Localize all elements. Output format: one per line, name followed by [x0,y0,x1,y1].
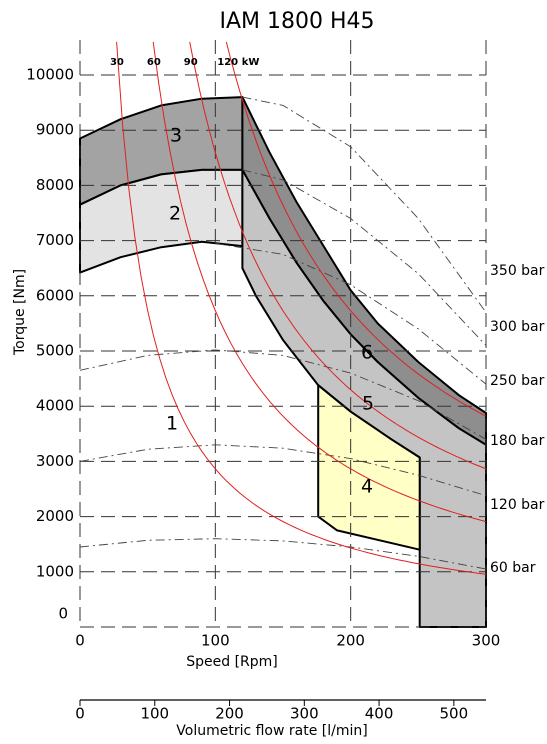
y-tick-label: 6000 [36,286,74,304]
power-label: 90 [184,57,198,68]
x2-tick-label: 200 [215,705,244,723]
x-tick-label: 100 [201,632,230,650]
x2-axis-label: Volumetric flow rate [l/min] [176,723,367,739]
y-tick-label: 7000 [36,231,74,249]
y-tick-label: 1000 [36,562,74,580]
legend-label: 60 bar [490,560,536,576]
x-tick-label: 200 [336,632,365,650]
x-axis-label: Speed [Rpm] [186,654,278,670]
power-curve [225,41,487,417]
power-curve [189,41,487,470]
pressure-curve [242,96,487,313]
legend-label: 350 bar [490,263,545,279]
region-label: 4 [361,476,373,498]
pressure-curve [242,169,487,346]
region-label: 2 [169,203,181,225]
region-label: 6 [361,342,373,364]
power-curve [152,41,487,523]
legend-label: 300 bar [490,319,545,335]
y-axis-label: Torque [Nm] [12,269,28,356]
y-tick-label: 9000 [36,121,74,139]
region-label: 3 [170,125,182,147]
x2-tick-label: 500 [440,705,469,723]
x2-tick-label: 400 [365,705,394,723]
power-label: 120 [217,57,238,68]
pressure-curve [79,349,487,440]
pressure-curve [79,444,487,497]
power-label: 30 [110,57,124,68]
chart-title: IAM 1800 H45 [219,9,374,34]
legend-label: 180 bar [490,433,545,449]
region [317,384,421,551]
x2-tick-label: 300 [290,705,319,723]
x-tick-label: 0 [75,632,85,650]
x2-tick-label: 100 [140,705,169,723]
region-label: 5 [362,393,374,415]
y-tick-label: 5000 [36,342,74,360]
y-tick-label: 10000 [26,66,74,84]
legend-label: 250 bar [490,373,545,389]
y-tick-label: 8000 [36,176,74,194]
y-tick-label: 4000 [36,397,74,415]
power-curve [116,41,487,575]
y-tick-label: 2000 [36,507,74,525]
region-label: 1 [166,413,178,435]
y-tick-label: 3000 [36,452,74,470]
legend-label: 120 bar [490,497,545,513]
pressure-curve [79,538,487,570]
x2-tick-label: 0 [75,705,85,723]
x-tick-label: 300 [472,632,501,650]
power-unit: kW [242,57,260,68]
pressure-curve [215,242,487,385]
y-tick-label: 0 [58,605,68,623]
power-label: 60 [147,57,161,68]
